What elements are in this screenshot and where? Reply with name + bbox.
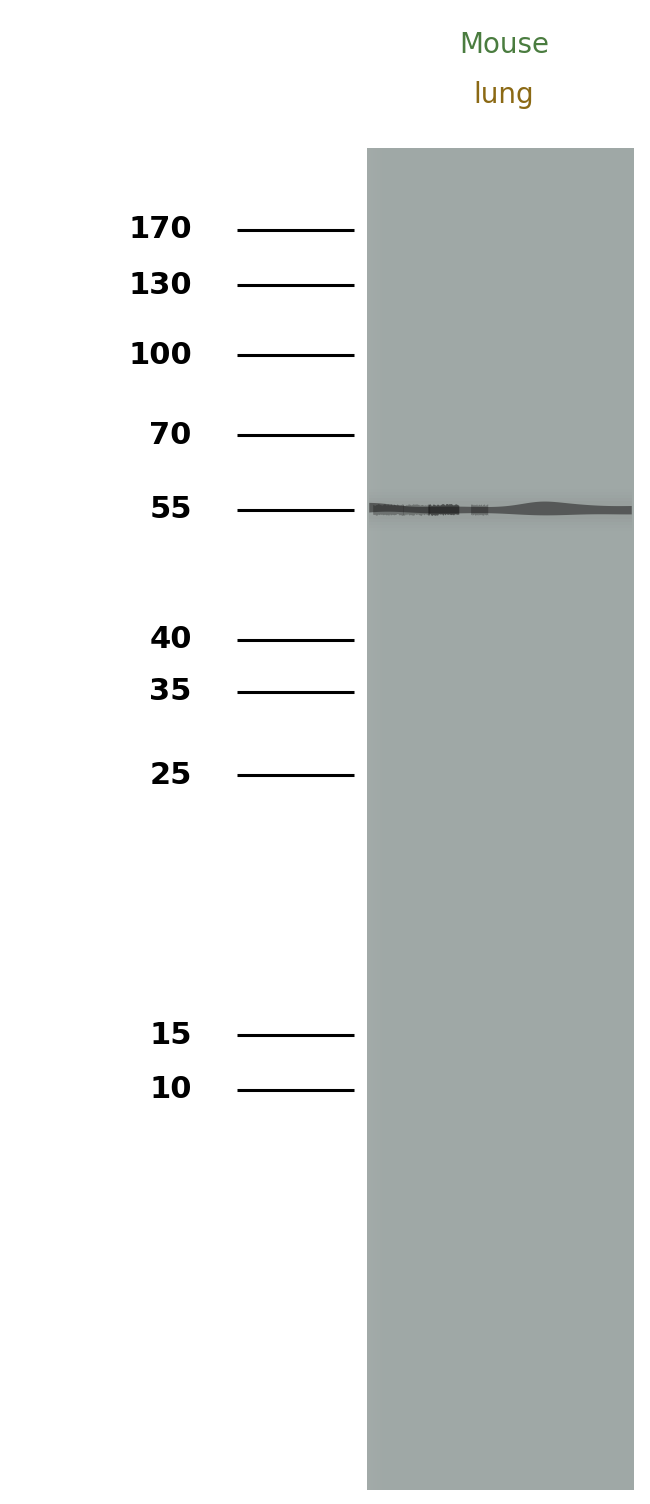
Text: 40: 40 (150, 626, 192, 654)
Text: 55: 55 (150, 495, 192, 525)
Bar (369, 489, 632, 531)
Polygon shape (369, 501, 632, 516)
Bar (378, 147, 380, 1490)
Bar (384, 147, 386, 1490)
Bar (369, 147, 371, 1490)
Bar (369, 501, 632, 519)
Text: 130: 130 (128, 271, 192, 299)
Polygon shape (428, 504, 460, 516)
Text: 70: 70 (150, 421, 192, 450)
Bar (371, 147, 373, 1490)
Text: 100: 100 (128, 340, 192, 370)
Bar (376, 147, 378, 1490)
Bar (374, 147, 376, 1490)
Polygon shape (471, 504, 488, 516)
Text: 35: 35 (150, 677, 192, 707)
Text: 25: 25 (150, 761, 192, 790)
Polygon shape (373, 504, 404, 516)
Bar (369, 498, 632, 522)
Text: lung: lung (473, 81, 534, 108)
Text: 15: 15 (150, 1021, 192, 1050)
Bar (367, 147, 369, 1490)
Text: 10: 10 (150, 1075, 192, 1104)
Polygon shape (403, 504, 430, 516)
Text: 170: 170 (128, 215, 192, 245)
Bar (369, 492, 632, 528)
Bar (382, 147, 384, 1490)
Text: Mouse: Mouse (459, 32, 549, 59)
Bar (380, 147, 382, 1490)
Bar (367, 147, 634, 1490)
Bar (373, 147, 374, 1490)
Bar (369, 495, 632, 525)
